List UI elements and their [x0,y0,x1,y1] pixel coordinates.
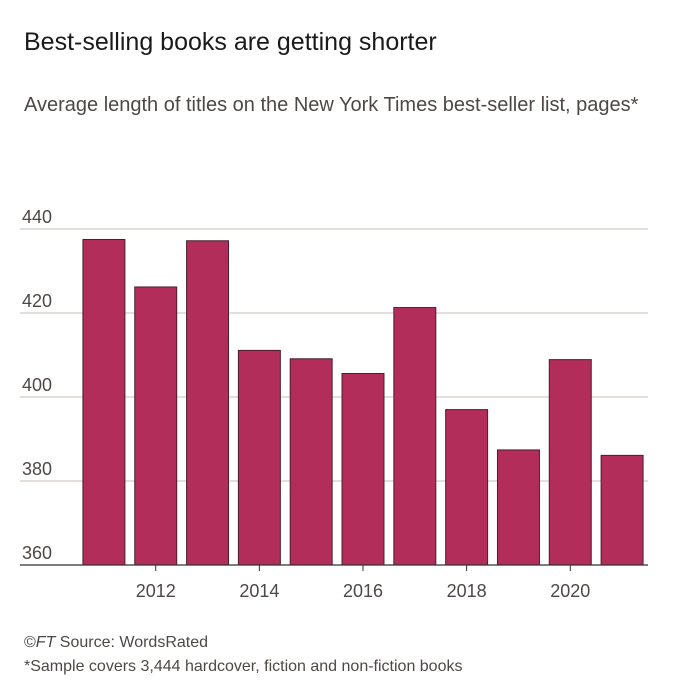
bar-2016 [341,372,385,566]
chart-title: Best-selling books are getting shorter [24,28,437,56]
bar-2014 [237,349,281,566]
bar-2021 [600,454,644,566]
x-tick-label-2012: 2012 [136,581,176,601]
y-tick-label-420: 420 [22,291,52,311]
y-tick-label-400: 400 [22,375,52,395]
y-tick-label-380: 380 [22,459,52,479]
ft-mark: FT [35,634,56,651]
bar-2013 [186,240,230,566]
bar-2018 [445,409,489,566]
bar-2017 [393,307,437,566]
x-tick-label-2014: 2014 [239,581,279,601]
y-tick-label-440: 440 [22,207,52,227]
x-tick-label-2018: 2018 [447,581,487,601]
chart-subtitle: Average length of titles on the New York… [24,94,639,116]
x-tick-label-2016: 2016 [343,581,383,601]
axes: 360 380 400 420 440 2012 2014 2016 2018 2020 [20,207,648,601]
y-tick-label-360: 360 [22,543,52,563]
bar-2020 [548,359,592,566]
source-text: Source: WordsRated [55,634,209,651]
bar-2011 [82,239,126,566]
bar-2012 [134,286,178,566]
bar-2019 [496,449,540,566]
source-line: ©FT Source: WordsRated [24,634,208,652]
bars [82,239,644,566]
bar-2015 [289,358,333,566]
copyright-symbol: © [24,634,36,651]
footnote: *Sample covers 3,444 hardcover, fiction … [24,658,463,675]
x-tick-label-2020: 2020 [550,581,590,601]
